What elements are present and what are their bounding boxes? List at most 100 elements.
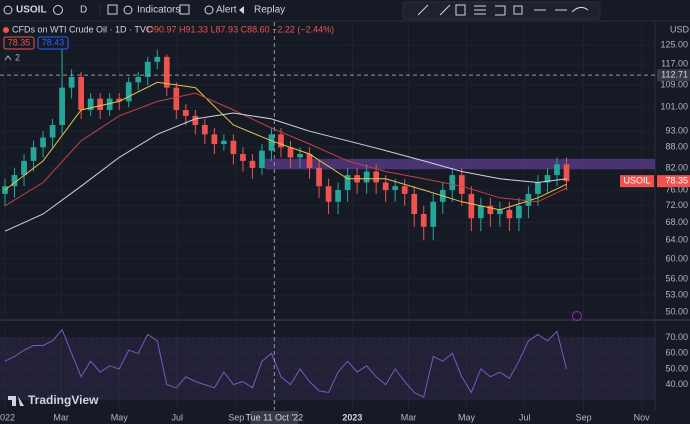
indicator-count[interactable]: 2	[15, 52, 20, 62]
status-dot	[3, 27, 9, 33]
rectangle-tool[interactable]	[455, 4, 466, 16]
legend-ohlc: O90.97 H91.33 L87.93 C88.60 −2.22 (−2.44…	[147, 24, 334, 34]
candle-body	[316, 167, 322, 187]
moving-average	[4, 112, 567, 232]
candle-body	[287, 147, 294, 158]
candle-body	[392, 186, 399, 191]
candle-body	[373, 171, 380, 183]
candle-body	[135, 77, 142, 83]
candle-body	[477, 205, 484, 219]
x-tick-label: May	[111, 412, 129, 422]
candle-body	[363, 171, 370, 183]
candle-body	[544, 175, 551, 183]
crosshair-price-box	[657, 69, 690, 82]
candle-body	[21, 160, 27, 176]
currency[interactable]: USD	[670, 24, 690, 34]
x-tick-label: Jul	[171, 412, 183, 422]
candle-body	[458, 175, 465, 194]
ray-tool[interactable]	[439, 4, 451, 16]
legend-title: CFDs on WTI Crude Oil · 1D · TVC	[12, 24, 153, 34]
y-tick-label: 56.00	[665, 273, 688, 283]
moving-average	[4, 81, 567, 211]
candle-body	[125, 82, 132, 102]
candle-body	[268, 134, 275, 151]
candle-body	[259, 150, 265, 168]
y-tick-label: 50.00	[665, 306, 688, 316]
last-price-box	[657, 175, 690, 188]
candle-body	[211, 134, 218, 145]
y-tick-label: 88.00	[665, 142, 688, 152]
candle-body	[468, 193, 475, 219]
candle-body	[87, 98, 94, 111]
candle-body	[154, 56, 161, 62]
sell-price[interactable]: 78.35	[8, 37, 31, 47]
candle-body	[68, 77, 75, 88]
candle-body	[525, 193, 532, 206]
y-tick-label: 72.00	[665, 200, 688, 210]
chart-style-icon[interactable]	[107, 4, 118, 15]
price-zone	[264, 158, 655, 170]
candle-body	[506, 209, 513, 219]
x-tick-label: 2022	[0, 412, 15, 422]
candle-body	[182, 110, 189, 116]
replay-button[interactable]: Replay	[254, 5, 285, 16]
y-tick-label: 82.00	[665, 162, 688, 172]
x-tick-label: Mar	[401, 412, 417, 422]
candle-body	[420, 214, 427, 227]
x-tick-label: Jul	[519, 412, 531, 422]
candle-body	[249, 160, 256, 168]
drawing-toolbar	[402, 1, 601, 20]
text-tool[interactable]	[495, 5, 506, 16]
x-tick-label: 2023	[342, 412, 362, 422]
compare-button[interactable]	[53, 5, 63, 15]
alert-icon[interactable]	[204, 5, 214, 15]
x-tick-label: Sep	[228, 412, 244, 422]
event-icon[interactable]	[572, 311, 582, 321]
candle-body	[201, 124, 208, 135]
candle-body	[11, 175, 18, 187]
candle-body	[49, 124, 56, 138]
alert-button[interactable]: Alert	[216, 5, 237, 16]
rsi-tick-label: 40.00	[665, 379, 688, 389]
trendline-tool[interactable]	[417, 4, 429, 16]
buy-button[interactable]	[37, 36, 69, 50]
templates-icon[interactable]	[179, 4, 190, 15]
fib-tool[interactable]	[474, 5, 486, 15]
candle-body	[278, 134, 284, 148]
y-tick-label: 76.00	[665, 184, 688, 194]
interval[interactable]: D	[80, 5, 87, 16]
y-tick-label: 93.00	[665, 126, 688, 136]
rsi-tick-label: 70.00	[665, 332, 688, 342]
sell-button[interactable]	[3, 36, 35, 50]
candle-body	[325, 186, 332, 202]
x-tick-label: Nov	[634, 412, 651, 422]
candle-body	[563, 164, 570, 182]
y-tick-label: 117.00	[661, 59, 688, 69]
y-tick-label: 60.00	[665, 253, 688, 263]
candle-body	[221, 140, 227, 145]
search-icon[interactable]	[3, 5, 13, 15]
candle-body	[430, 201, 437, 227]
candle-body	[401, 186, 408, 194]
buy-price[interactable]: 78.43	[42, 37, 65, 47]
rsi-line	[4, 328, 567, 398]
indicators-button[interactable]: Indicators	[137, 5, 180, 16]
rsi-tick-label: 60.00	[665, 348, 688, 358]
measure-tool[interactable]	[513, 5, 523, 15]
candle-body	[240, 154, 246, 161]
symbol-tag	[620, 175, 654, 188]
symbol[interactable]: USOIL	[16, 5, 47, 16]
candle-body	[449, 175, 456, 191]
collapse-icon[interactable]	[4, 55, 12, 61]
candle-body	[144, 61, 151, 78]
candle-body	[382, 182, 389, 191]
crosshair-price: 112.71	[661, 70, 688, 80]
rsi-tick-label: 50.00	[665, 363, 688, 373]
candle-body	[411, 193, 418, 215]
candle-body	[30, 147, 37, 161]
replay-icon[interactable]	[239, 6, 244, 14]
brush-tool[interactable]	[571, 6, 589, 13]
candle-body	[2, 186, 8, 194]
indicators-icon[interactable]	[123, 5, 133, 15]
